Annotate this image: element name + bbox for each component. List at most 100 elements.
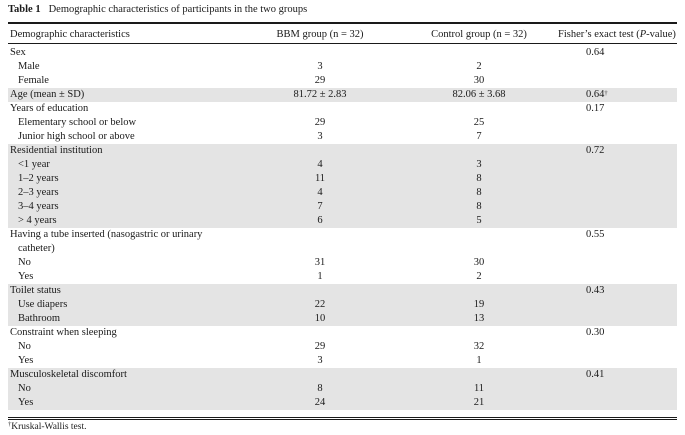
table-row: <1 year 4 3	[8, 158, 677, 172]
header-control-group: Control group (n = 32)	[431, 29, 527, 40]
row-label: 3–4 years	[8, 200, 240, 214]
bbm-value: 6	[240, 214, 400, 228]
p-value-text: 0.55	[586, 229, 605, 240]
table-row: Male 3 2	[8, 60, 677, 74]
row-label: Age (mean ± SD)	[8, 88, 240, 102]
p-value	[558, 186, 677, 200]
top-rule	[8, 22, 677, 24]
table-row: Having a tube inserted (nasogastric or u…	[8, 228, 677, 242]
table-row: No 29 32	[8, 340, 677, 354]
table-row: 3–4 years 7 8	[8, 200, 677, 214]
row-label: Male	[18, 61, 40, 72]
table-row: 2–3 years 4 8	[8, 186, 677, 200]
control-value	[400, 144, 558, 158]
control-value	[400, 326, 558, 340]
p-value-text: 0.43	[586, 285, 605, 296]
table-row: No 31 30	[8, 256, 677, 270]
p-value: 0.55	[558, 228, 677, 242]
p-value	[558, 172, 677, 186]
p-value	[558, 354, 677, 368]
p-value-text: 0.64	[586, 89, 605, 100]
header-bbm-group: BBM group (n = 32)	[276, 29, 364, 40]
bbm-value	[240, 102, 400, 116]
bbm-value: 29	[314, 75, 326, 86]
bbm-value: 3	[317, 131, 323, 142]
bbm-value: 10	[240, 312, 400, 326]
control-value: 7	[476, 131, 482, 142]
bbm-value: 3	[317, 61, 323, 72]
row-label: Yes	[18, 355, 34, 366]
p-value	[558, 382, 677, 396]
control-value: 2	[476, 271, 482, 282]
control-value: 8	[400, 200, 558, 214]
p-value-text: 0.72	[586, 145, 605, 156]
bbm-value	[240, 326, 400, 340]
p-value	[558, 242, 677, 256]
row-label: Elementary school or below	[18, 117, 137, 128]
bbm-value: 4	[240, 186, 400, 200]
p-value	[558, 200, 677, 214]
row-label: Junior high school or above	[18, 131, 135, 142]
control-value: 5	[400, 214, 558, 228]
row-label: Use diapers	[8, 298, 240, 312]
bbm-value: 1	[317, 271, 323, 282]
p-value-text: 0.30	[586, 327, 605, 338]
row-label: 1–2 years	[8, 172, 240, 186]
p-value-text: 0.41	[586, 369, 605, 380]
row-label: Constraint when sleeping	[10, 327, 117, 338]
table-row: No 8 11	[8, 382, 677, 396]
bbm-value: 29	[314, 117, 326, 128]
table-row: Junior high school or above 3 7	[8, 130, 677, 144]
control-value: 25	[473, 117, 485, 128]
bbm-value: 29	[314, 341, 326, 352]
bbm-value	[240, 242, 400, 256]
table-row: Yes 1 2	[8, 270, 677, 284]
control-value	[400, 228, 558, 242]
row-label: No	[18, 257, 31, 268]
bottom-rule	[8, 417, 677, 418]
p-value	[558, 298, 677, 312]
control-value: 21	[400, 396, 558, 410]
p-value	[558, 340, 677, 354]
table-label: Table 1	[8, 4, 41, 15]
table-row: 1–2 years 11 8	[8, 172, 677, 186]
table-row: Elementary school or below 29 25	[8, 116, 677, 130]
p-value: 0.72	[558, 144, 677, 158]
p-value	[558, 74, 677, 88]
control-value: 30	[473, 75, 485, 86]
control-value: 8	[400, 186, 558, 200]
bbm-value	[240, 144, 400, 158]
control-value	[400, 242, 558, 256]
control-value: 13	[400, 312, 558, 326]
p-value	[558, 214, 677, 228]
bbm-value: 22	[240, 298, 400, 312]
p-value-text: 0.64	[586, 47, 605, 58]
table-row: Constraint when sleeping 0.30	[8, 326, 677, 340]
control-value	[400, 284, 558, 298]
table-row: Residential institution 0.72	[8, 144, 677, 158]
control-value: 82.06 ± 3.68	[400, 88, 558, 102]
demographics-table: Demographic characteristics BBM group (n…	[8, 27, 677, 410]
table-row: Age (mean ± SD) 81.72 ± 2.83 82.06 ± 3.68 0…	[8, 88, 677, 102]
table-row: Sex 0.64	[8, 46, 677, 60]
control-value: 19	[400, 298, 558, 312]
row-label: Yes	[8, 396, 240, 410]
p-value	[558, 256, 677, 270]
row-label: Having a tube inserted (nasogastric or u…	[10, 229, 203, 240]
bottom-rule-double	[8, 419, 677, 420]
p-value: 0.17	[558, 102, 677, 116]
bbm-value: 4	[240, 158, 400, 172]
row-label: No	[18, 341, 31, 352]
control-value	[400, 46, 558, 60]
p-value	[558, 270, 677, 284]
bbm-value: 8	[240, 382, 400, 396]
table-row: > 4 years 6 5	[8, 214, 677, 228]
table-row: Musculoskeletal discomfort 0.41	[8, 368, 677, 382]
footnote-mark: †	[8, 421, 12, 428]
row-label: No	[8, 382, 240, 396]
p-value	[558, 130, 677, 144]
p-value	[558, 396, 677, 410]
header-row: Demographic characteristics BBM group (n…	[8, 27, 677, 44]
table-row: Use diapers 22 19	[8, 298, 677, 312]
control-value: 3	[400, 158, 558, 172]
